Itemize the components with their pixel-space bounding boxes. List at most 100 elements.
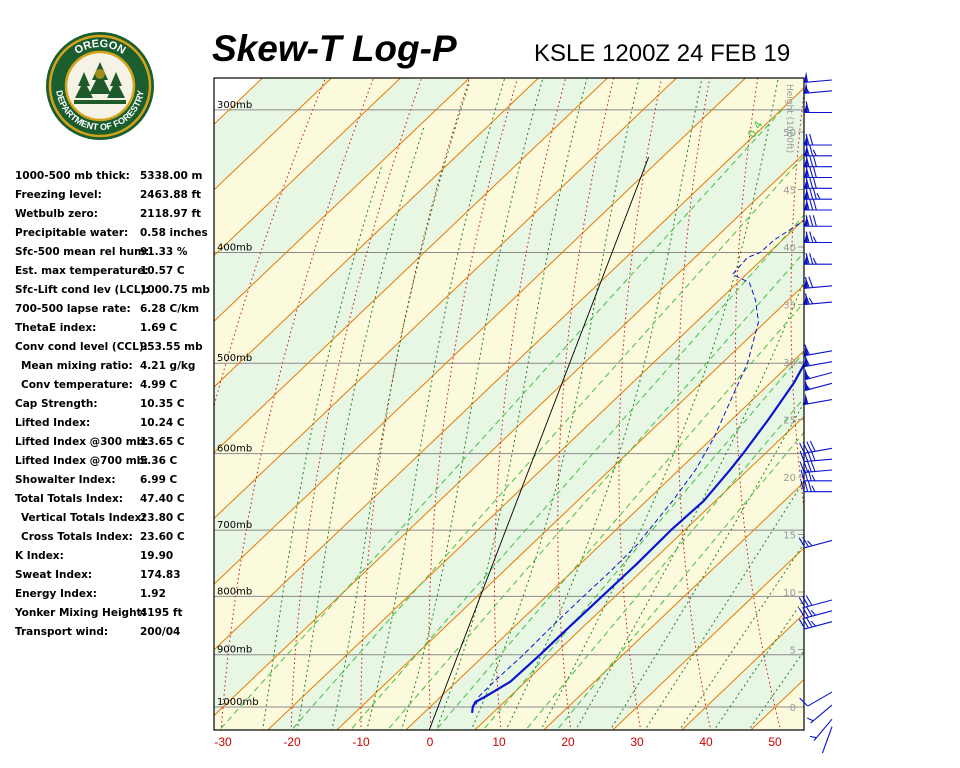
mixing-ratio-label: 2 bbox=[862, 127, 877, 140]
barb-feather bbox=[809, 144, 814, 156]
wind-barb bbox=[806, 704, 833, 724]
stat-row: 700-500 lapse rate: 6.28 C/km bbox=[15, 301, 215, 320]
barb-feather bbox=[800, 480, 805, 492]
stat-row: Mean mixing ratio: 4.21 g/kg bbox=[15, 358, 215, 377]
barb-flag bbox=[804, 134, 808, 145]
stat-value: 953.55 mb bbox=[140, 341, 203, 353]
stat-label: Wetbulb zero: bbox=[15, 208, 98, 220]
barb-staff bbox=[807, 691, 833, 707]
barb-feather bbox=[805, 188, 810, 200]
stat-label: ThetaE index: bbox=[15, 322, 97, 334]
barb-staff bbox=[813, 718, 833, 741]
barb-feather bbox=[802, 596, 809, 607]
stat-value: 1000.75 mb bbox=[140, 284, 210, 296]
isotherm-line bbox=[474, 415, 804, 730]
barb-feather bbox=[811, 474, 816, 482]
isotherm-band bbox=[336, 285, 804, 730]
barb-feather bbox=[799, 461, 805, 473]
x-tick-label: -20 bbox=[283, 735, 301, 749]
barb-feather bbox=[804, 276, 810, 289]
barb-feather bbox=[805, 253, 810, 265]
barb-feather bbox=[812, 177, 817, 189]
stat-label: 1000-500 mb thick: bbox=[15, 170, 130, 182]
x-tick-label: 0 bbox=[427, 735, 434, 749]
stat-row: Sweat Index: 174.83 bbox=[15, 567, 215, 586]
barb-feather bbox=[804, 469, 809, 481]
barb-staff bbox=[804, 458, 833, 463]
barb-staff bbox=[804, 361, 833, 368]
logo-top-text: OREGON bbox=[73, 38, 128, 57]
stat-label: Conv temperature: bbox=[21, 379, 133, 391]
barb-feather bbox=[805, 86, 810, 94]
dry-adiabat bbox=[948, 0, 960, 736]
barb-feather bbox=[809, 133, 814, 146]
barb-feather bbox=[805, 101, 810, 113]
barb-staff bbox=[804, 399, 833, 405]
stat-row: Wetbulb zero: 2118.97 ft bbox=[15, 206, 215, 225]
stat-value: 4.21 g/kg bbox=[140, 360, 196, 372]
barb-feather bbox=[807, 480, 812, 492]
barb-feather bbox=[805, 231, 810, 243]
mixing-ratio-line bbox=[556, 431, 804, 730]
stat-label: Cross Totals Index: bbox=[21, 531, 133, 543]
stat-label: Conv cond level (CCL): bbox=[15, 341, 148, 353]
barb-feather bbox=[798, 607, 806, 619]
isotherm-band bbox=[405, 350, 804, 730]
stat-row: Freezing level: 2463.88 ft bbox=[15, 187, 215, 206]
stat-value: 23.80 C bbox=[140, 512, 185, 524]
barb-feather bbox=[809, 166, 814, 178]
stat-row: Sfc-Lift cond lev (LCL): 1000.75 mb bbox=[15, 282, 215, 301]
isotherm-line bbox=[814, 0, 960, 736]
dry-adiabat bbox=[428, 78, 519, 730]
barb-flag bbox=[804, 393, 809, 405]
barb-feather bbox=[804, 480, 809, 492]
barb-feather bbox=[806, 460, 812, 472]
station-time-label: KSLE 1200Z 24 FEB 19 bbox=[534, 40, 791, 67]
barb-flag bbox=[804, 199, 808, 210]
stat-label: Showalter Index: bbox=[15, 474, 116, 486]
isotherm-band bbox=[681, 613, 804, 730]
height-tick-label: 35 bbox=[783, 301, 796, 312]
pressure-label: 900mb bbox=[217, 645, 252, 656]
barb-staff bbox=[804, 621, 833, 630]
barb-feather bbox=[812, 236, 817, 243]
sounding-traces bbox=[471, 219, 804, 714]
x-tick-label: 40 bbox=[699, 735, 713, 749]
isotherm-band bbox=[750, 679, 804, 730]
pressure-label: 800mb bbox=[217, 586, 252, 597]
stat-row: Precipitable water: 0.58 inches bbox=[15, 225, 215, 244]
dry-adiabat-lines bbox=[214, 0, 960, 736]
barb-flag bbox=[804, 355, 809, 367]
wind-barb bbox=[804, 253, 832, 265]
stat-label: Sfc-500 mean rel hum: bbox=[15, 246, 150, 258]
pressure-label: 300mb bbox=[217, 100, 252, 111]
stat-value: 6.99 C bbox=[140, 474, 178, 486]
wind-barb bbox=[804, 133, 832, 146]
isotherm-band bbox=[214, 153, 804, 730]
mixing-ratio-lines bbox=[218, 109, 804, 730]
barb-staff bbox=[804, 447, 833, 454]
stat-value: 91.33 % bbox=[140, 246, 188, 258]
barb-feather bbox=[805, 595, 813, 606]
stat-value: 1.92 bbox=[140, 588, 166, 600]
stat-value: 13.65 C bbox=[140, 436, 185, 448]
barb-feather bbox=[808, 276, 814, 288]
dry-adiabat bbox=[618, 78, 663, 730]
barb-flag bbox=[804, 231, 808, 243]
stat-value: 5.36 C bbox=[140, 455, 178, 467]
stat-row: 1000-500 mb thick: 5338.00 m bbox=[15, 168, 215, 187]
barb-feather bbox=[799, 450, 805, 462]
barb-feather bbox=[809, 231, 814, 243]
moist-adiabat bbox=[678, 542, 804, 730]
wind-barbs bbox=[798, 71, 833, 754]
stat-value: 174.83 bbox=[140, 569, 181, 581]
moist-adiabat bbox=[609, 401, 804, 730]
barb-feather bbox=[798, 597, 806, 608]
moist-adiabat bbox=[713, 598, 804, 730]
wind-barb bbox=[798, 595, 833, 608]
barb-feather bbox=[803, 450, 809, 462]
moist-adiabat bbox=[748, 650, 804, 730]
dewpoint-trace bbox=[475, 219, 804, 705]
barb-feather bbox=[809, 215, 814, 227]
isotherm-line bbox=[267, 218, 804, 730]
